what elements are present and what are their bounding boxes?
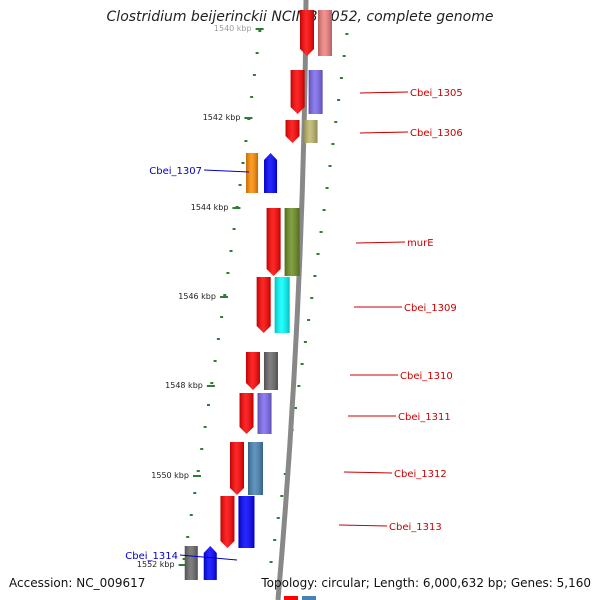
minor-tick [223,294,227,296]
minor-tick [241,162,245,164]
major-tick [206,385,215,387]
minor-tick [189,514,193,516]
minor-tick [203,426,207,428]
minor-tick [300,363,304,365]
minor-tick [342,55,346,57]
gene-label[interactable]: Cbei_1311 [398,412,451,423]
minor-tick [252,74,256,76]
major-tick [232,207,241,209]
label-leader-line [343,471,393,474]
minor-tick [316,253,320,255]
minor-tick [269,561,273,563]
gene-cbei_1309[interactable] [256,277,290,333]
label-leader-line [355,241,406,244]
gene-label[interactable]: Cbei_1305 [410,88,463,99]
minor-tick [216,338,220,340]
minor-tick [345,33,349,35]
minor-tick [283,473,287,475]
tick-label: 1548 kbp [165,381,203,390]
minor-tick [186,536,190,538]
minor-tick [276,517,280,519]
minor-tick [328,165,332,167]
tick-label: 1542 kbp [203,113,241,122]
map-title: Clostridium beijerinckii NCIMB 8052, com… [106,9,494,25]
gene-cbei_1306[interactable] [285,120,318,143]
label-leader-line [338,524,388,527]
minor-tick [297,385,301,387]
minor-tick [303,341,307,343]
label-leader-line [179,554,238,561]
minor-tick [250,96,254,98]
minor-tick [210,382,214,384]
minor-tick [331,143,335,145]
minor-tick [238,184,242,186]
minor-tick [307,319,311,321]
tick-label: 1540 kbp [214,24,252,33]
gene-label[interactable]: Cbei_1313 [389,522,442,533]
gene-partial-bottom [284,596,316,600]
gene-label[interactable]: Cbei_1314 [125,551,178,562]
major-tick [244,117,253,119]
gene-unlabeled[interactable] [299,10,332,56]
minor-tick [244,140,248,142]
tick-label: 1546 kbp [178,292,216,301]
minor-tick [200,448,204,450]
minor-tick [182,558,186,560]
tick-label: 1550 kbp [151,471,189,480]
major-tick [255,28,264,30]
axis-ticks: 1540 kbp 1542 kbp 1544 kbp 1546 kbp 1548 kbp… [137,24,349,569]
minor-tick [220,316,224,318]
genome-backbone [275,0,309,600]
minor-tick [293,407,297,409]
label-leader-line [359,131,409,134]
gene-label[interactable]: Cbei_1306 [410,128,463,139]
gene-cbei_1312[interactable] [230,442,264,495]
genome-summary-text: Topology: circular; Length: 6,000,632 bp… [261,576,591,590]
minor-tick [193,492,197,494]
gene-label[interactable]: Cbei_1312 [394,469,447,480]
label-leader-line [203,169,250,173]
minor-tick [280,495,284,497]
major-tick [192,475,201,477]
gene-cbei_1314[interactable] [184,546,217,580]
minor-tick [229,250,233,252]
gene-label[interactable]: murE [407,238,434,249]
gene-cbei_1305[interactable] [290,70,323,114]
minor-tick [310,297,314,299]
minor-tick [255,52,259,54]
minor-tick [232,228,236,230]
accession-text: Accession: NC_009617 [9,576,146,590]
major-tick [178,564,187,566]
minor-tick [273,539,277,541]
gene-cbei_1313[interactable] [220,496,255,548]
gene-label[interactable]: Cbei_1310 [400,371,453,382]
gene-mure[interactable] [266,208,300,276]
gene-cbei_1311[interactable] [239,393,272,434]
minor-tick [206,404,210,406]
gene-label[interactable]: Cbei_1307 [149,166,202,177]
major-tick [219,296,228,298]
minor-tick [313,275,317,277]
gene-cbei_1307[interactable] [246,153,278,193]
gene-label[interactable]: Cbei_1309 [404,303,457,314]
label-leader-line [359,91,409,94]
tick-label: 1552 kbp [137,560,175,569]
minor-tick [319,231,323,233]
minor-tick [334,121,338,123]
minor-tick [226,272,230,274]
minor-tick [196,470,200,472]
gene-labels: Cbei_1305 Cbei_1306 Cbei_1307 murE Cbei_1309… [125,88,462,562]
minor-tick [258,30,262,32]
minor-tick [213,360,217,362]
tick-label: 1544 kbp [191,203,229,212]
minor-tick [322,209,326,211]
gene-cbei_1310[interactable] [245,352,278,390]
gene-features [184,10,332,600]
minor-tick [337,99,341,101]
minor-tick [325,187,329,189]
minor-tick [339,77,343,79]
